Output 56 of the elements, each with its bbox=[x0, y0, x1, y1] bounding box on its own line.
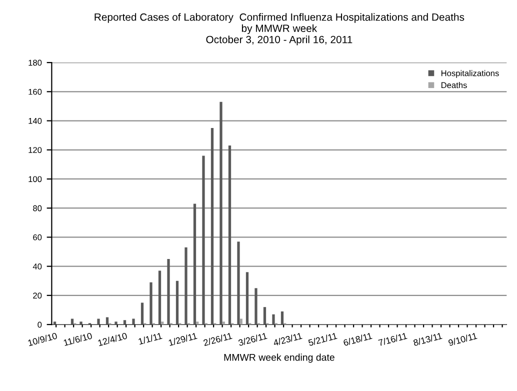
x-tick-label: 4/23/11 bbox=[272, 332, 302, 346]
x-tick-label: 3/26/11 bbox=[238, 332, 268, 346]
bar bbox=[176, 280, 179, 325]
legend-label: Hospitalizations bbox=[441, 70, 499, 78]
bar bbox=[150, 282, 152, 325]
y-tick-label: 100 bbox=[28, 176, 42, 182]
bar bbox=[263, 307, 266, 325]
y-tick-label: 0 bbox=[38, 322, 42, 328]
x-tick-label: 1/29/11 bbox=[168, 332, 198, 346]
bar bbox=[202, 156, 205, 325]
bar bbox=[70, 318, 74, 325]
bar bbox=[240, 318, 242, 325]
bar bbox=[161, 322, 164, 325]
bar bbox=[280, 311, 284, 325]
bar bbox=[132, 318, 135, 325]
x-tick-label: 11/6/10 bbox=[63, 332, 92, 346]
x-tick-label: 6/18/11 bbox=[343, 332, 372, 346]
bar bbox=[123, 320, 126, 325]
bar bbox=[196, 322, 199, 325]
x-tick-label: 12/4/10 bbox=[98, 332, 128, 346]
bar bbox=[246, 272, 249, 325]
y-tick-label: 160 bbox=[28, 88, 42, 95]
x-tick-label: 7/16/11 bbox=[378, 332, 408, 346]
bar bbox=[254, 288, 258, 325]
chart-title: Reported Cases of Laboratory Confirmed Influenza Hospitalizations and Deaths by MMWR week October 3, 2010 - April 16, 2011 bbox=[94, 13, 464, 46]
bar bbox=[97, 318, 100, 325]
x-tick-label: 9/10/11 bbox=[448, 332, 478, 346]
y-tick-label: 20 bbox=[33, 292, 42, 299]
bar bbox=[222, 322, 225, 325]
y-tick-label: 60 bbox=[33, 234, 42, 240]
y-tick-label: 140 bbox=[28, 118, 42, 124]
bar bbox=[106, 317, 109, 325]
bar bbox=[184, 247, 188, 325]
bar bbox=[210, 128, 214, 325]
x-tick-label: 5/21/11 bbox=[308, 332, 338, 346]
x-tick-label: 1/1/11 bbox=[138, 332, 162, 345]
bar bbox=[228, 146, 232, 325]
bar bbox=[114, 322, 118, 325]
x-tick-label: 8/13/11 bbox=[412, 332, 442, 346]
y-tick-label: 120 bbox=[28, 147, 42, 153]
y-tick-label: 40 bbox=[32, 264, 42, 270]
bar bbox=[167, 259, 170, 325]
y-tick-label: 80 bbox=[33, 205, 42, 212]
x-axis-title: MMWR week ending date bbox=[224, 354, 334, 363]
bar bbox=[53, 322, 56, 325]
bar bbox=[80, 322, 82, 325]
bar bbox=[237, 242, 240, 325]
bar bbox=[193, 204, 196, 325]
bar bbox=[140, 302, 144, 325]
y-tick-label: 180 bbox=[28, 60, 42, 66]
bar bbox=[272, 314, 275, 325]
x-tick-label: 10/9/10 bbox=[28, 332, 58, 346]
x-tick-label: 2/26/11 bbox=[203, 332, 232, 346]
bar bbox=[158, 270, 162, 325]
legend-label: Deaths bbox=[441, 82, 467, 88]
bar bbox=[220, 102, 222, 325]
